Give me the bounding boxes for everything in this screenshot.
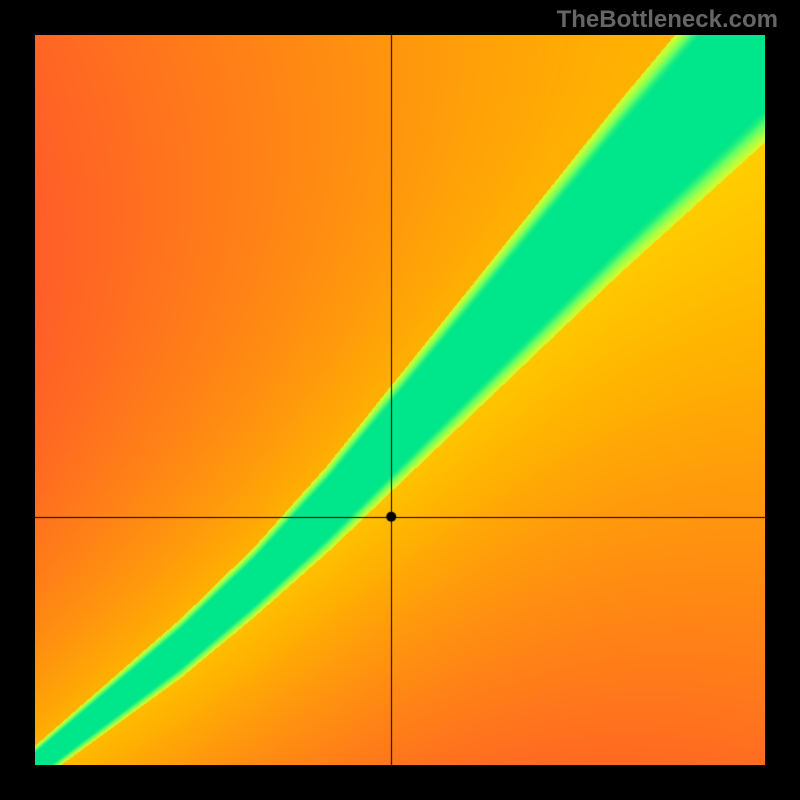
watermark-text: TheBottleneck.com (557, 6, 778, 34)
bottleneck-heatmap (35, 35, 765, 765)
